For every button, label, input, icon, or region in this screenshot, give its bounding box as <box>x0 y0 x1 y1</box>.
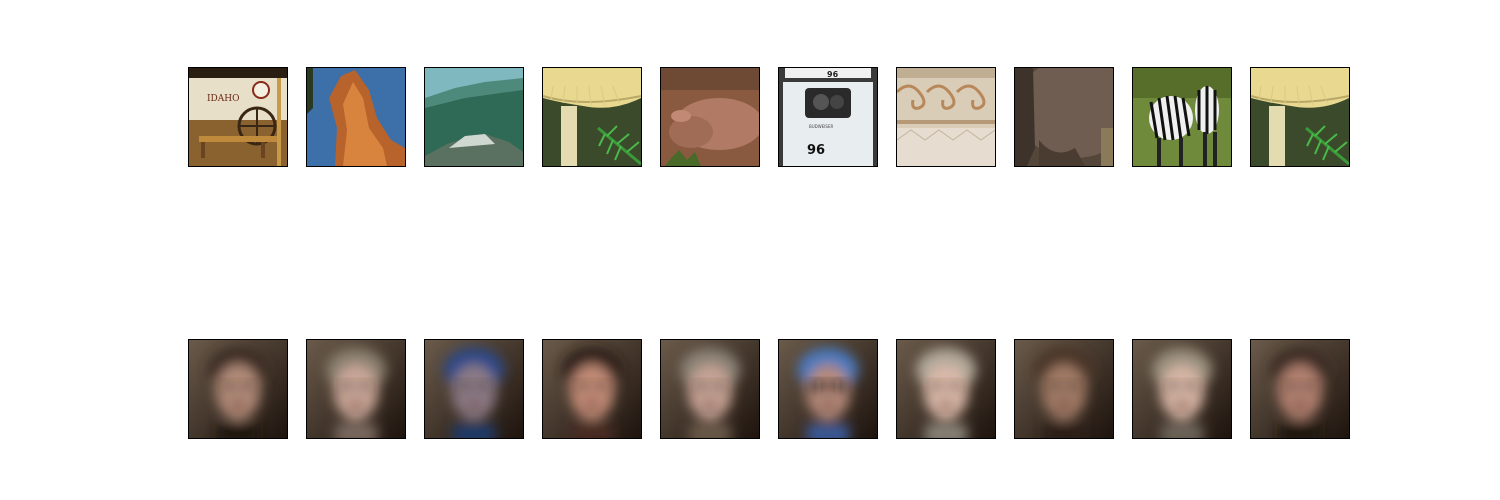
reconstruction-tile <box>1132 339 1232 439</box>
rock-spire-image <box>307 68 405 166</box>
source-image-tile: 96 BUDWEISER 96 <box>778 67 878 167</box>
blurred-face-image <box>897 340 995 438</box>
reconstruction-tile <box>1250 339 1350 439</box>
reconstruction-tile <box>424 339 524 439</box>
source-image-tile <box>542 67 642 167</box>
natural-image-row: IDAHO <box>188 67 1352 167</box>
resting-animal-image <box>661 68 759 166</box>
blurred-face-image <box>1015 340 1113 438</box>
source-image-tile <box>1250 67 1350 167</box>
elephant-skin-image <box>1015 68 1113 166</box>
blurred-face-image <box>543 340 641 438</box>
blurred-face-image <box>661 340 759 438</box>
svg-text:96: 96 <box>827 70 839 79</box>
reconstruction-tile <box>306 339 406 439</box>
mountain-hillside-image <box>425 68 523 166</box>
mushroom-fern-image <box>1251 68 1349 166</box>
reconstruction-tile <box>542 339 642 439</box>
reconstruction-tile <box>778 339 878 439</box>
blurred-face-image <box>1133 340 1231 438</box>
blurred-face-image <box>307 340 405 438</box>
source-image-tile: IDAHO <box>188 67 288 167</box>
reconstruction-tile <box>660 339 760 439</box>
source-image-tile <box>1132 67 1232 167</box>
zebras-image <box>1133 68 1231 166</box>
blurred-face-sunglasses-image <box>779 340 877 438</box>
svg-text:IDAHO: IDAHO <box>207 94 240 104</box>
source-image-tile <box>424 67 524 167</box>
source-image-tile <box>1014 67 1114 167</box>
reconstruction-tile <box>896 339 996 439</box>
source-image-tile <box>660 67 760 167</box>
ornamental-carving-image <box>897 68 995 166</box>
mushroom-fern-image <box>543 68 641 166</box>
source-image-tile <box>896 67 996 167</box>
blurred-face-image <box>1251 340 1349 438</box>
svg-text:BUDWEISER: BUDWEISER <box>809 124 833 129</box>
svg-text:96: 96 <box>807 143 825 158</box>
reconstruction-tile <box>1014 339 1114 439</box>
race-car-96-image: 96 BUDWEISER 96 <box>779 68 877 166</box>
idaho-wagon-image: IDAHO <box>189 68 287 166</box>
reconstructed-face-row <box>188 339 1352 439</box>
blurred-face-image <box>189 340 287 438</box>
blurred-face-image <box>425 340 523 438</box>
source-image-tile <box>306 67 406 167</box>
reconstruction-tile <box>188 339 288 439</box>
